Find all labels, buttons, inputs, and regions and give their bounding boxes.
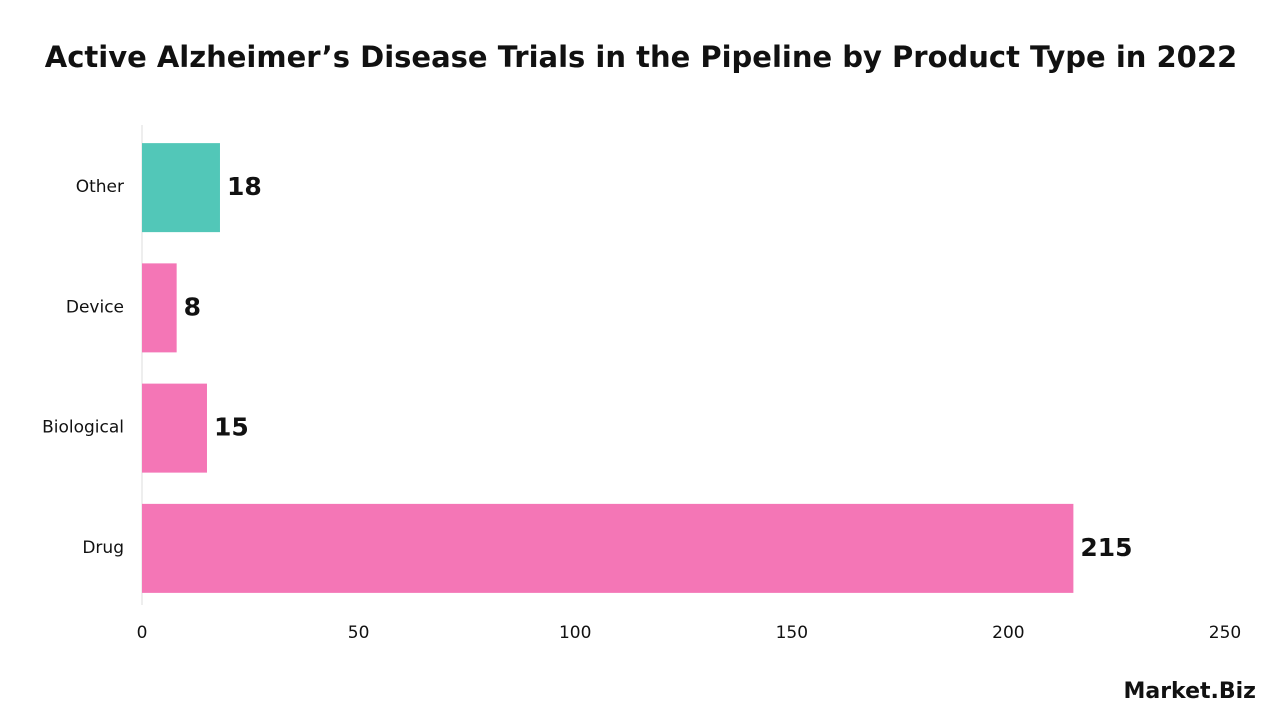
x-tick-label: 200 xyxy=(992,623,1024,643)
bar xyxy=(142,383,207,473)
y-tick-label: Biological xyxy=(42,418,124,438)
x-tick-label: 50 xyxy=(348,623,370,643)
logo: Market.Biz xyxy=(1123,679,1256,704)
y-tick-label: Device xyxy=(66,297,124,317)
bar xyxy=(142,503,1074,593)
value-label: 15 xyxy=(214,413,249,442)
y-tick-label: Other xyxy=(76,177,124,197)
x-tick-label: 100 xyxy=(559,623,591,643)
value-label: 18 xyxy=(227,172,262,201)
chart-title: Active Alzheimer’s Disease Trials in the… xyxy=(45,40,1237,74)
x-tick-label: 250 xyxy=(1209,623,1241,643)
y-tick-label: Drug xyxy=(82,538,124,558)
bar xyxy=(142,263,177,353)
x-tick-label: 150 xyxy=(776,623,808,643)
value-label: 8 xyxy=(184,292,201,321)
bar xyxy=(142,143,220,233)
x-tick-label: 0 xyxy=(137,623,148,643)
value-label: 215 xyxy=(1080,533,1132,562)
